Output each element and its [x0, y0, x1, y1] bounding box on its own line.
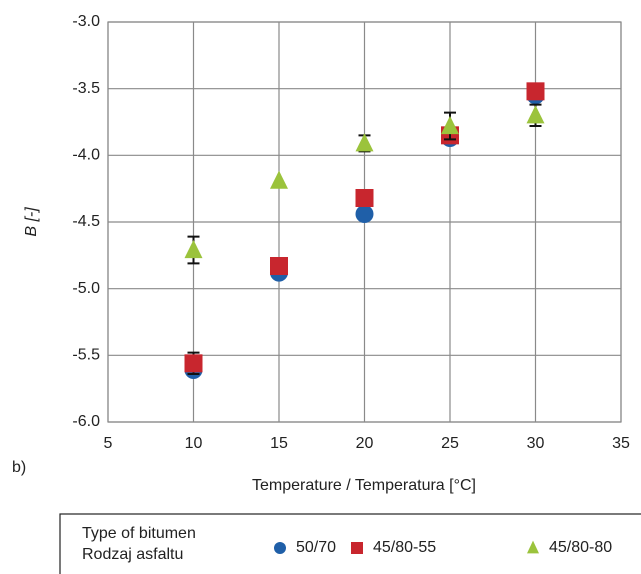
legend-title: Type of bitumen	[82, 525, 196, 542]
point	[184, 354, 203, 373]
x-axis-label: Temperature / Temperatura [°C]	[252, 477, 476, 494]
point	[270, 170, 288, 189]
x-tick-label: 30	[527, 435, 545, 452]
plot-frame	[107, 21, 622, 423]
legend-label: 45/80-55	[373, 539, 436, 556]
legend-label: 50/70	[296, 539, 336, 556]
x-tick-label: 5	[104, 435, 113, 452]
y-tick-label: -4.5	[72, 213, 100, 230]
y-tick-label: -5.5	[72, 347, 100, 364]
legend-box	[59, 513, 641, 574]
legend-label: 45/80-80	[549, 539, 612, 556]
y-tick-label: -5.0	[72, 280, 100, 297]
x-tick-label: 35	[612, 435, 630, 452]
point	[355, 205, 374, 223]
point	[526, 82, 545, 101]
y-tick-label: -6.0	[72, 413, 100, 430]
x-tick-label: 20	[356, 435, 374, 452]
y-axis-label: B [-]	[23, 207, 40, 237]
panel-label: b)	[12, 459, 26, 476]
y-tick-label: -3.0	[72, 13, 100, 30]
x-tick-label: 10	[185, 435, 203, 452]
point	[270, 257, 288, 275]
x-tick-label: 15	[270, 435, 288, 452]
legend-marker	[351, 542, 363, 554]
x-tick-label: 25	[441, 435, 459, 452]
point	[355, 133, 374, 152]
legend-marker	[274, 542, 286, 554]
legend-marker	[527, 540, 539, 554]
point	[441, 115, 459, 135]
y-tick-label: -3.5	[72, 80, 100, 97]
point	[526, 105, 545, 124]
point	[184, 239, 203, 259]
legend-title: Rodzaj asfaltu	[82, 546, 183, 563]
point	[355, 189, 374, 207]
y-tick-label: -4.0	[72, 147, 100, 164]
